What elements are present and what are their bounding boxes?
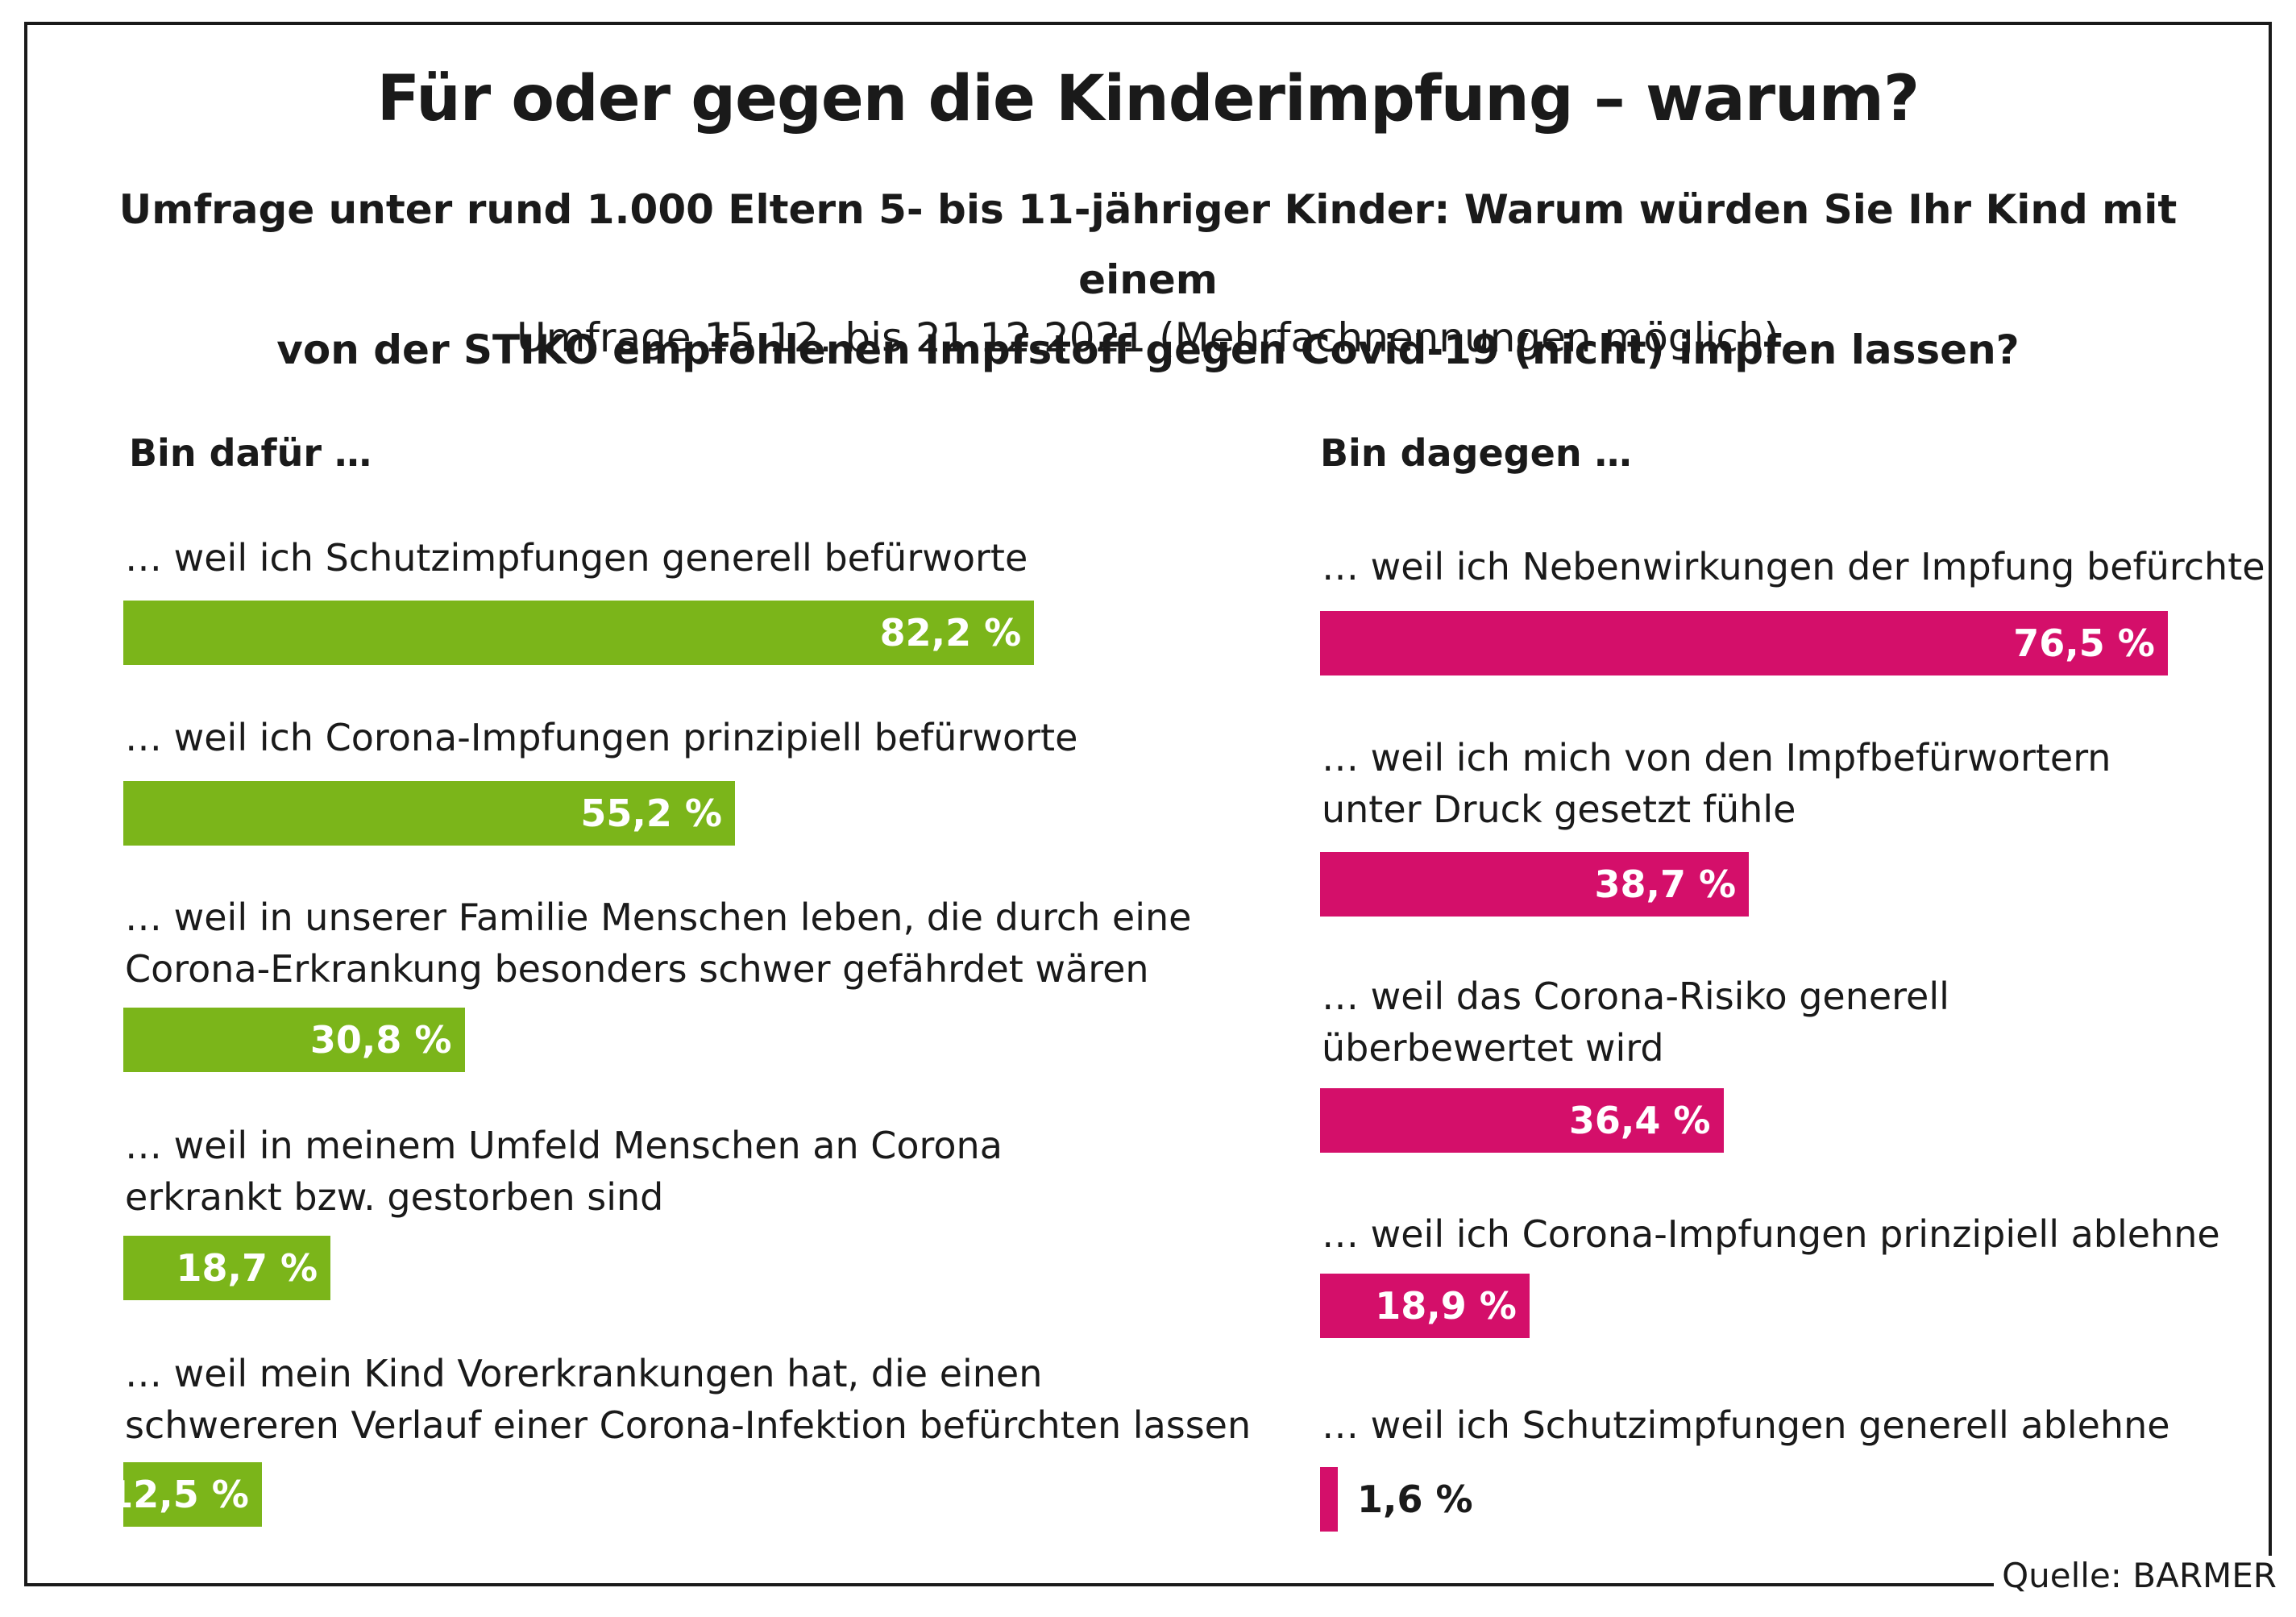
column-header-pro: Bin dafür … — [129, 431, 372, 475]
data-label: 30,8 % — [309, 1018, 452, 1062]
bar: 82,2 % — [123, 601, 1035, 665]
category-label: … weil ich Corona-Impfungen prinzipiell … — [1322, 1212, 2220, 1256]
data-label: 18,9 % — [1375, 1284, 1517, 1328]
source-note: Quelle: BARMER — [1994, 1556, 2277, 1595]
bar: 18,9 % — [1320, 1274, 1530, 1338]
bar: 1,6 % — [1320, 1467, 1473, 1532]
data-label: 55,2 % — [580, 792, 722, 835]
bar: 55,2 % — [123, 781, 735, 846]
category-label: … weil ich Schutzimpfungen generell able… — [1322, 1403, 2170, 1447]
category-label: … weil das Corona-Risiko generell überbe… — [1322, 975, 1949, 1070]
data-label: 76,5 % — [2013, 621, 2155, 665]
bar: 12,5 % — [107, 1462, 262, 1527]
category-label: … weil ich Corona-Impfungen prinzipiell … — [125, 716, 1078, 759]
data-label: 82,2 % — [879, 611, 1022, 655]
bar: 36,4 % — [1320, 1088, 1724, 1153]
category-label: … weil ich mich von den Impfbefürwortern… — [1322, 736, 2111, 831]
category-label: … weil in unserer Familie Menschen leben… — [125, 896, 1192, 991]
data-label: 38,7 % — [1594, 863, 1737, 906]
category-label: … weil mein Kind Vorerkrankungen hat, di… — [125, 1352, 1252, 1447]
chart-subtitle: Umfrage unter rund 1.000 Eltern 5- bis 1… — [118, 186, 2178, 373]
data-label: 36,4 % — [1568, 1099, 1711, 1142]
bar: 18,7 % — [123, 1236, 331, 1300]
bar: 38,7 % — [1320, 852, 1750, 917]
data-label: 12,5 % — [107, 1473, 249, 1516]
category-label: … weil ich Nebenwirkungen der Impfung be… — [1322, 545, 2265, 588]
category-label: … weil in meinem Umfeld Menschen an Coro… — [125, 1124, 1003, 1219]
chart-title: Für oder gegen die Kinderimpfung – warum… — [376, 63, 1920, 135]
data-label: 18,7 % — [176, 1246, 318, 1290]
column-header-contra: Bin dagegen … — [1320, 431, 1632, 475]
data-label: 1,6 % — [1357, 1478, 1473, 1521]
bar: 30,8 % — [123, 1008, 465, 1072]
survey-note: Umfrage 15.12. bis 21.12.2021 (Mehrfachn… — [516, 314, 1780, 361]
category-label: … weil ich Schutzimpfungen generell befü… — [125, 536, 1028, 580]
chart-frame — [24, 22, 2272, 1586]
bar: 76,5 % — [1320, 611, 2168, 675]
